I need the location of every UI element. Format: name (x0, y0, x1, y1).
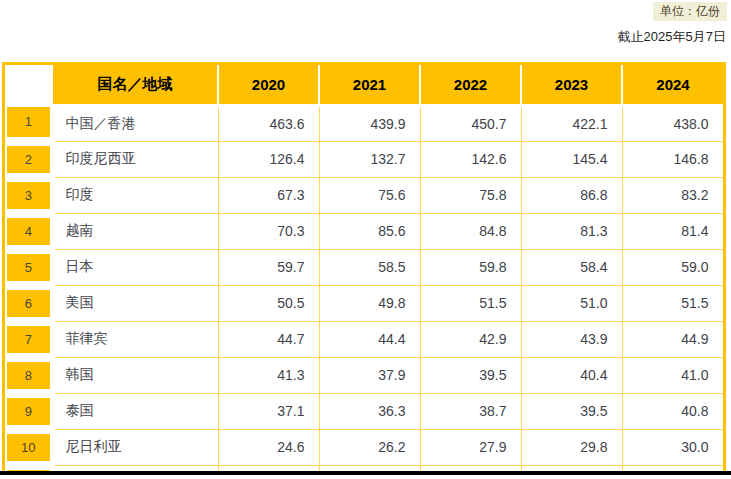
value-cell: 51.5 (420, 285, 521, 321)
value-cell: 40.4 (521, 357, 622, 393)
unit-badge: 单位：亿份 (653, 2, 727, 21)
value-cell: 58.4 (521, 249, 622, 285)
country-name-cell: 泰国 (52, 393, 218, 429)
rank-cell: 4 (6, 213, 52, 249)
value-cell: 422.1 (521, 105, 622, 141)
value-cell: 59.7 (218, 249, 319, 285)
table-row: 3 印度 67.3 75.6 75.8 86.8 83.2 (6, 177, 723, 213)
country-name-cell: 越南 (52, 213, 218, 249)
column-header-2022: 2022 (420, 65, 521, 105)
value-cell: 438.0 (622, 105, 723, 141)
column-header-2023: 2023 (521, 65, 622, 105)
rank-cell: 9 (6, 393, 52, 429)
value-cell: 36.3 (319, 393, 420, 429)
rank-cell: 3 (6, 177, 52, 213)
value-cell: 86.8 (521, 177, 622, 213)
data-table: 国名／地域 2020 2021 2022 2023 2024 1 中国／香港 4… (5, 65, 724, 471)
country-name-cell: 印度 (52, 177, 218, 213)
value-cell: 49.8 (319, 285, 420, 321)
value-cell: 30.0 (622, 429, 723, 465)
country-name-cell: 美国 (52, 285, 218, 321)
rank-cell: 10 (6, 429, 52, 465)
value-cell: 70.3 (218, 213, 319, 249)
table-body: 1 中国／香港 463.6 439.9 450.7 422.1 438.0 2 … (6, 105, 723, 471)
table-row: 2 印度尼西亚 126.4 132.7 142.6 145.4 146.8 (6, 141, 723, 177)
column-header-2020: 2020 (218, 65, 319, 105)
value-cell: 84.8 (420, 213, 521, 249)
value-cell: 51.5 (622, 285, 723, 321)
value-cell: 50.5 (218, 285, 319, 321)
header-row: 国名／地域 2020 2021 2022 2023 2024 (6, 65, 723, 105)
corner-cell (6, 65, 52, 105)
value-cell: 41.3 (218, 357, 319, 393)
value-cell: 51.0 (521, 285, 622, 321)
as-of-date: 截止2025年5月7日 (618, 29, 726, 45)
value-cell: 40.8 (622, 393, 723, 429)
value-cell: 81.4 (622, 213, 723, 249)
value-cell: 37.9 (319, 357, 420, 393)
value-cell: 39.5 (521, 393, 622, 429)
value-cell: 24.6 (218, 429, 319, 465)
value-cell: 132.7 (319, 141, 420, 177)
value-cell: 58.5 (319, 249, 420, 285)
country-name-cell: 菲律宾 (52, 321, 218, 357)
value-cell: 27.9 (420, 429, 521, 465)
rank-cell: 2 (6, 141, 52, 177)
value-cell: 67.3 (218, 177, 319, 213)
country-name-cell: 韩国 (52, 357, 218, 393)
value-cell: 85.6 (319, 213, 420, 249)
bottom-rule (0, 471, 731, 475)
data-table-container: 国名／地域 2020 2021 2022 2023 2024 1 中国／香港 4… (2, 62, 726, 471)
value-cell: 38.7 (420, 393, 521, 429)
country-name-cell: 印度尼西亚 (52, 141, 218, 177)
value-cell: 142.6 (420, 141, 521, 177)
rank-cell: 1 (6, 105, 52, 141)
value-cell: 463.6 (218, 105, 319, 141)
table-row: 1 中国／香港 463.6 439.9 450.7 422.1 438.0 (6, 105, 723, 141)
value-cell: 81.3 (521, 213, 622, 249)
table-row: 9 泰国 37.1 36.3 38.7 39.5 40.8 (6, 393, 723, 429)
column-header-name: 国名／地域 (52, 65, 218, 105)
value-cell: 39.5 (420, 357, 521, 393)
value-cell: 83.2 (622, 177, 723, 213)
country-name-cell: 尼日利亚 (52, 429, 218, 465)
value-cell: 59.8 (420, 249, 521, 285)
value-cell: 75.8 (420, 177, 521, 213)
table-row: 4 越南 70.3 85.6 84.8 81.3 81.4 (6, 213, 723, 249)
table-header: 国名／地域 2020 2021 2022 2023 2024 (6, 65, 723, 105)
table-row: 6 美国 50.5 49.8 51.5 51.0 51.5 (6, 285, 723, 321)
rank-cell: 5 (6, 249, 52, 285)
value-cell: 450.7 (420, 105, 521, 141)
country-name-cell: 日本 (52, 249, 218, 285)
column-header-2021: 2021 (319, 65, 420, 105)
value-cell: 29.8 (521, 429, 622, 465)
value-cell: 126.4 (218, 141, 319, 177)
value-cell: 44.9 (622, 321, 723, 357)
value-cell: 37.1 (218, 393, 319, 429)
value-cell: 44.7 (218, 321, 319, 357)
table-row: 8 韩国 41.3 37.9 39.5 40.4 41.0 (6, 357, 723, 393)
value-cell: 59.0 (622, 249, 723, 285)
value-cell: 145.4 (521, 141, 622, 177)
value-cell: 439.9 (319, 105, 420, 141)
rank-cell: 6 (6, 285, 52, 321)
value-cell: 41.0 (622, 357, 723, 393)
value-cell: 44.4 (319, 321, 420, 357)
table-row: 10 尼日利亚 24.6 26.2 27.9 29.8 30.0 (6, 429, 723, 465)
country-name-cell: 中国／香港 (52, 105, 218, 141)
value-cell: 146.8 (622, 141, 723, 177)
table-row: 7 菲律宾 44.7 44.4 42.9 43.9 44.9 (6, 321, 723, 357)
value-cell: 75.6 (319, 177, 420, 213)
value-cell: 42.9 (420, 321, 521, 357)
value-cell: 43.9 (521, 321, 622, 357)
rank-cell: 7 (6, 321, 52, 357)
table-row: 5 日本 59.7 58.5 59.8 58.4 59.0 (6, 249, 723, 285)
rank-cell: 8 (6, 357, 52, 393)
value-cell: 26.2 (319, 429, 420, 465)
column-header-2024: 2024 (622, 65, 723, 105)
